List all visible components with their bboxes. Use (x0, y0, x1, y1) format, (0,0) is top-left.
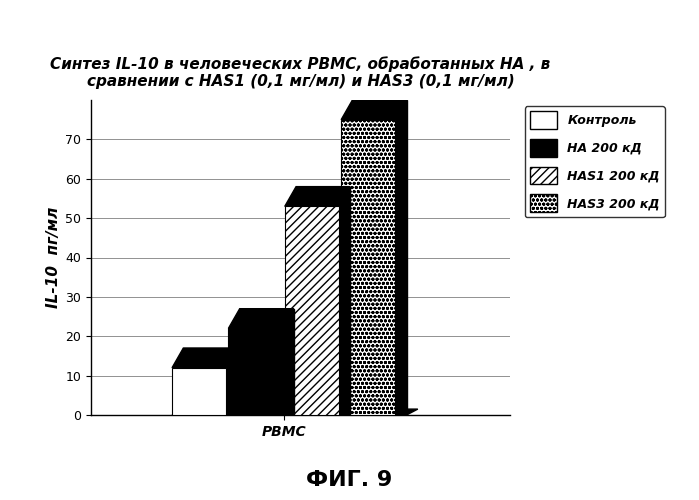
Polygon shape (229, 308, 294, 328)
Polygon shape (352, 100, 407, 415)
Bar (284, 206, 339, 415)
Polygon shape (284, 186, 350, 206)
Polygon shape (183, 348, 238, 415)
Title: Синтез IL-10 в человеческих PBMC, обработанных НА , в
сравнении с HAS1 (0,1 мг/м: Синтез IL-10 в человеческих PBMC, обрабо… (50, 56, 551, 89)
Text: ФИГ. 9: ФИГ. 9 (306, 470, 393, 490)
Polygon shape (172, 409, 418, 415)
Polygon shape (296, 186, 350, 415)
Polygon shape (341, 100, 407, 119)
Bar (341, 120, 395, 415)
Bar (172, 368, 226, 415)
Legend: Контроль, НА 200 кД, HAS1 200 кД, HAS3 200 кД: Контроль, НА 200 кД, HAS1 200 кД, HAS3 2… (525, 106, 665, 217)
Bar (229, 328, 282, 415)
Polygon shape (172, 348, 238, 368)
Y-axis label: IL-10  пг/мл: IL-10 пг/мл (46, 207, 61, 308)
Polygon shape (240, 308, 294, 415)
